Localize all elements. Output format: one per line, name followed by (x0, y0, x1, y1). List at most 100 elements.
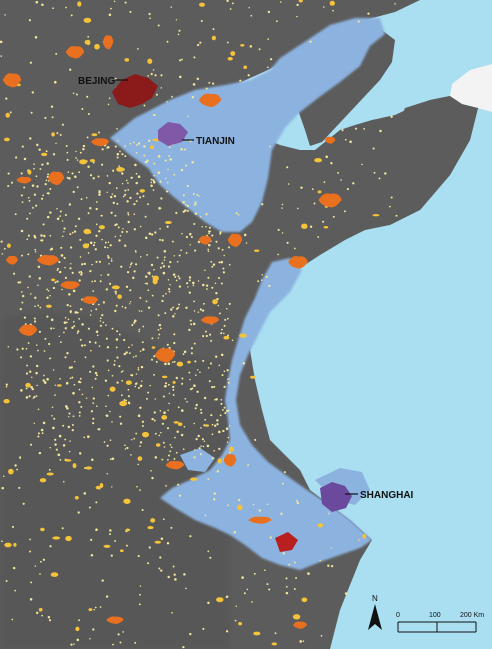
small-city-point (215, 292, 218, 295)
small-city-point (79, 308, 83, 311)
small-city-point (207, 250, 210, 252)
small-city-point (52, 369, 55, 371)
small-city-point (216, 470, 220, 473)
small-city-point (135, 181, 138, 185)
small-city-point (166, 181, 169, 184)
small-city-point (80, 405, 83, 408)
small-city-point (226, 595, 229, 598)
medium-city-point (38, 607, 43, 612)
small-city-point (81, 344, 84, 347)
small-city-point (29, 355, 33, 358)
small-city-point (269, 536, 272, 539)
small-city-point (147, 203, 149, 206)
small-city-point (142, 195, 145, 198)
small-city-point (174, 578, 177, 581)
small-city-point (69, 246, 73, 249)
small-city-point (169, 260, 172, 264)
small-city-point (234, 619, 237, 622)
small-city-point (44, 337, 47, 340)
small-city-point (134, 163, 137, 167)
small-city-point (69, 233, 72, 236)
small-city-point (138, 328, 141, 331)
small-city-point (190, 352, 193, 355)
small-city-point (106, 175, 109, 177)
small-city-point (25, 347, 28, 350)
small-city-point (3, 247, 6, 250)
medium-city-point (173, 421, 179, 424)
small-city-point (153, 113, 156, 117)
small-city-point (180, 433, 184, 437)
medium-city-point (298, 0, 303, 3)
small-city-point (389, 205, 391, 208)
small-city-point (124, 306, 127, 309)
small-city-point (44, 116, 47, 119)
large-city-patch (65, 45, 85, 59)
small-city-point (54, 438, 57, 441)
small-city-point (167, 409, 169, 412)
small-city-point (186, 204, 189, 208)
small-city-point (61, 288, 63, 291)
small-city-point (73, 383, 76, 386)
small-city-point (73, 643, 75, 645)
small-city-point (121, 230, 124, 234)
small-city-point (116, 127, 118, 130)
coastal-lowland-south (160, 258, 372, 570)
small-city-point (220, 402, 223, 405)
small-city-point (67, 425, 71, 429)
small-city-point (78, 452, 82, 455)
small-city-point (205, 87, 208, 90)
medium-city-point (85, 466, 93, 470)
small-city-point (61, 527, 64, 530)
small-city-point (199, 408, 202, 411)
small-city-point (107, 241, 110, 244)
small-city-point (91, 458, 94, 461)
medium-city-point (190, 477, 198, 481)
small-city-point (117, 226, 120, 229)
small-city-point (30, 111, 33, 114)
small-city-point (147, 75, 150, 77)
small-city-point (76, 159, 79, 161)
small-city-point (212, 82, 215, 85)
small-city-point (28, 19, 31, 22)
small-city-point (46, 315, 49, 318)
small-city-point (34, 248, 37, 251)
small-city-point (172, 306, 175, 309)
small-city-point (162, 294, 165, 297)
small-city-point (357, 20, 360, 23)
small-city-point (161, 422, 164, 425)
small-city-point (169, 158, 173, 161)
small-city-point (344, 592, 348, 595)
small-city-point (14, 464, 17, 467)
small-city-point (173, 458, 176, 460)
small-city-point (204, 269, 206, 272)
small-city-point (152, 189, 155, 191)
small-city-point (96, 374, 98, 377)
small-city-point (150, 263, 154, 267)
small-city-point (113, 360, 116, 362)
small-city-point (148, 271, 151, 275)
small-city-point (35, 0, 39, 4)
small-city-point (71, 231, 74, 234)
small-city-point (345, 138, 347, 141)
small-city-point (83, 262, 87, 266)
small-city-point (27, 286, 29, 289)
small-city-point (81, 393, 84, 396)
small-city-point (203, 396, 207, 400)
small-city-point (183, 573, 186, 576)
small-city-point (167, 575, 170, 579)
sea-area (250, 0, 492, 649)
small-city-point (243, 233, 247, 237)
small-city-point (13, 272, 16, 275)
small-city-point (56, 217, 60, 221)
small-city-point (90, 410, 94, 413)
small-city-point (146, 397, 148, 400)
small-city-point (207, 248, 210, 251)
small-city-point (207, 367, 210, 369)
small-city-point (176, 260, 179, 263)
small-city-point (161, 262, 164, 265)
small-city-point (226, 441, 229, 443)
small-city-point (199, 41, 202, 44)
small-city-point (139, 441, 143, 444)
small-city-point (199, 308, 203, 311)
small-city-point (266, 503, 269, 506)
